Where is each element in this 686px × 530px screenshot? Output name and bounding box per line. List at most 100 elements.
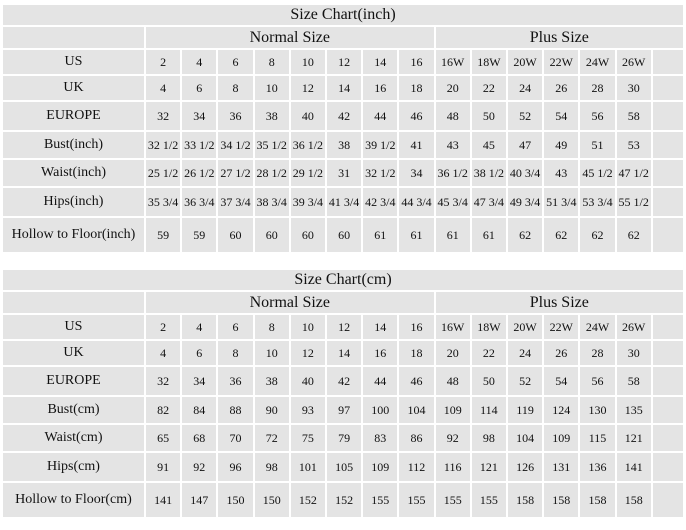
size-value: 38 bbox=[254, 102, 289, 130]
size-value: 61 bbox=[399, 218, 434, 252]
size-value: 45 1/2 bbox=[580, 160, 615, 186]
size-value: 10 bbox=[254, 76, 289, 100]
size-value: 49 3/4 bbox=[508, 188, 543, 216]
size-value: 61 bbox=[363, 218, 398, 252]
size-value: 24 bbox=[508, 341, 543, 365]
size-value: 36 1/2 bbox=[290, 132, 325, 158]
size-value: 68 bbox=[182, 425, 217, 451]
size-value: 40 bbox=[290, 367, 325, 395]
size-value: 8 bbox=[254, 315, 289, 339]
size-value: 38 bbox=[254, 367, 289, 395]
size-value: 52 bbox=[508, 367, 543, 395]
size-value: 42 bbox=[327, 367, 362, 395]
size-value: 52 bbox=[508, 102, 543, 130]
size-value: 36 3/4 bbox=[182, 188, 217, 216]
empty-cell bbox=[652, 315, 683, 339]
size-value: 26 1/2 bbox=[182, 160, 217, 186]
size-value: 44 bbox=[363, 102, 398, 130]
size-value: 43 bbox=[435, 132, 470, 158]
size-value: 31 bbox=[327, 160, 362, 186]
row-label: UK bbox=[3, 341, 144, 365]
size-value: 39 3/4 bbox=[290, 188, 325, 216]
corner-cell bbox=[3, 292, 144, 313]
size-value: 60 bbox=[218, 218, 253, 252]
empty-cell bbox=[652, 425, 683, 451]
size-value: 61 bbox=[435, 218, 470, 252]
size-value: 101 bbox=[290, 453, 325, 481]
size-value: 45 3/4 bbox=[435, 188, 470, 216]
size-value: 72 bbox=[254, 425, 289, 451]
size-value: 34 1/2 bbox=[218, 132, 253, 158]
size-value: 59 bbox=[146, 218, 181, 252]
size-value: 14 bbox=[327, 76, 362, 100]
size-value: 131 bbox=[544, 453, 579, 481]
size-value: 62 bbox=[508, 218, 543, 252]
size-value: 2 bbox=[146, 315, 181, 339]
group-header: Plus Size bbox=[435, 292, 683, 313]
size-value: 16 bbox=[399, 50, 434, 74]
size-value: 98 bbox=[471, 425, 506, 451]
size-value: 34 bbox=[182, 367, 217, 395]
size-value: 14 bbox=[327, 341, 362, 365]
size-value: 155 bbox=[435, 483, 470, 517]
size-value: 96 bbox=[218, 453, 253, 481]
size-value: 43 bbox=[544, 160, 579, 186]
size-value: 4 bbox=[146, 76, 181, 100]
empty-cell bbox=[652, 218, 683, 252]
size-value: 28 bbox=[580, 341, 615, 365]
size-value: 75 bbox=[290, 425, 325, 451]
size-value: 150 bbox=[254, 483, 289, 517]
size-value: 93 bbox=[290, 397, 325, 423]
size-value: 62 bbox=[616, 218, 651, 252]
size-value: 90 bbox=[254, 397, 289, 423]
size-value: 32 bbox=[146, 102, 181, 130]
size-value: 141 bbox=[616, 453, 651, 481]
size-value: 6 bbox=[218, 50, 253, 74]
size-value: 30 bbox=[616, 341, 651, 365]
size-value: 109 bbox=[544, 425, 579, 451]
size-value: 32 1/2 bbox=[146, 132, 181, 158]
size-value: 116 bbox=[435, 453, 470, 481]
size-value: 12 bbox=[290, 341, 325, 365]
size-value: 40 3/4 bbox=[508, 160, 543, 186]
size-value: 54 bbox=[544, 367, 579, 395]
size-value: 4 bbox=[182, 50, 217, 74]
size-value: 36 1/2 bbox=[435, 160, 470, 186]
size-value: 27 1/2 bbox=[218, 160, 253, 186]
row-label: Waist(inch) bbox=[3, 160, 144, 186]
row-label: EUROPE bbox=[3, 367, 144, 395]
row-label: Hips(inch) bbox=[3, 188, 144, 216]
size-value: 10 bbox=[254, 341, 289, 365]
group-header: Plus Size bbox=[435, 27, 683, 48]
size-value: 65 bbox=[146, 425, 181, 451]
size-value: 158 bbox=[616, 483, 651, 517]
size-value: 16 bbox=[399, 315, 434, 339]
size-value: 124 bbox=[544, 397, 579, 423]
size-value: 112 bbox=[399, 453, 434, 481]
empty-cell bbox=[652, 76, 683, 100]
size-value: 152 bbox=[290, 483, 325, 517]
row-label: US bbox=[3, 315, 144, 339]
size-value: 86 bbox=[399, 425, 434, 451]
size-value: 59 bbox=[182, 218, 217, 252]
size-value: 49 bbox=[544, 132, 579, 158]
size-value: 60 bbox=[290, 218, 325, 252]
size-value: 58 bbox=[616, 367, 651, 395]
size-value: 44 bbox=[363, 367, 398, 395]
size-value: 12 bbox=[290, 76, 325, 100]
size-value: 18W bbox=[471, 50, 506, 74]
size-value: 119 bbox=[508, 397, 543, 423]
empty-cell bbox=[652, 50, 683, 74]
size-value: 48 bbox=[435, 102, 470, 130]
corner-cell bbox=[3, 27, 144, 48]
size-value: 83 bbox=[363, 425, 398, 451]
size-value: 150 bbox=[218, 483, 253, 517]
size-value: 29 1/2 bbox=[290, 160, 325, 186]
size-value: 10 bbox=[290, 50, 325, 74]
size-value: 12 bbox=[327, 50, 362, 74]
size-value: 155 bbox=[471, 483, 506, 517]
size-value: 158 bbox=[508, 483, 543, 517]
size-value: 97 bbox=[327, 397, 362, 423]
size-value: 50 bbox=[471, 102, 506, 130]
size-value: 135 bbox=[616, 397, 651, 423]
